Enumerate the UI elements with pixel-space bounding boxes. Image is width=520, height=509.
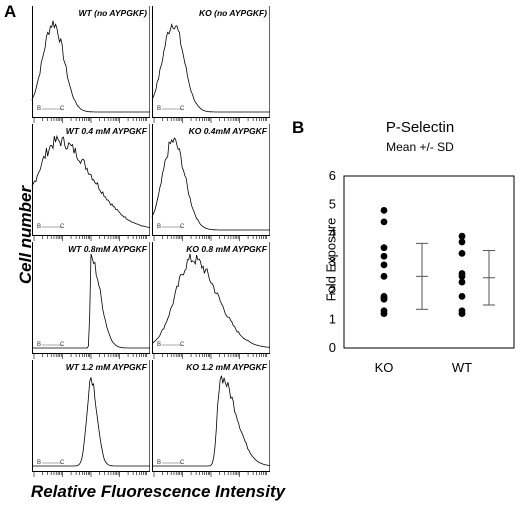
y-tick-label: 5 [329, 197, 336, 212]
y-tick-label: 6 [329, 168, 336, 183]
gate-label-c: C [180, 342, 185, 348]
chart-title: P-Selectin [385, 119, 455, 136]
histogram-svg [31, 6, 150, 123]
data-point [458, 293, 466, 300]
histogram-label: WT 1.2 mM AYPGKF [65, 362, 147, 372]
histogram-label: KO 1.2 mM AYPGKF [186, 362, 267, 372]
histogram-curve [151, 137, 270, 231]
y-tick-label: 2 [329, 283, 336, 298]
x-axis-label-fluorescence: Relative Fluorescence Intensity [30, 482, 286, 501]
y-tick-label: 4 [329, 225, 336, 240]
x-category-label: WT [452, 360, 472, 375]
data-point [380, 252, 388, 260]
histogram-panel: WT 0.8mM AYPGKF B C [32, 242, 150, 359]
histogram-panel: WT 1.2 mM AYPGKF B C [32, 360, 150, 477]
panel-a-letter: A [4, 2, 17, 21]
gate-label-b: B [157, 342, 162, 348]
histogram-curve [151, 23, 270, 113]
histogram-svg [152, 360, 271, 477]
histogram-panel: KO 0.4mM AYPGKF B C [151, 124, 270, 241]
histogram-panel: KO 0.8 mM AYPGKF B C [151, 242, 271, 359]
gate-label-b: B [157, 224, 162, 230]
histogram-svg [151, 6, 270, 123]
data-point [458, 250, 466, 257]
histogram-curve [32, 377, 150, 467]
gate-label-c: C [60, 460, 65, 466]
histogram-curve [152, 375, 271, 467]
histogram-axes [152, 124, 270, 236]
data-point [458, 232, 466, 240]
chart-subtitle: Mean +/- SD [386, 140, 454, 154]
gate-label-c: C [180, 106, 185, 112]
histogram-axes [32, 6, 150, 118]
histogram-label: KO 0.8 mM AYPGKF [186, 244, 267, 254]
gate-label-b: B [37, 224, 42, 230]
scatter-plot: 0 1 2 3 4 5 6 KO WT [329, 168, 515, 375]
gate-label-c: C [180, 460, 185, 466]
histogram-panel: KO 1.2 mM AYPGKF B C [152, 360, 271, 477]
histogram-axes [32, 124, 150, 236]
histogram-svg [31, 124, 151, 241]
data-point [380, 244, 388, 252]
histogram-panel: KO (no AYPGKF) B C [151, 6, 270, 123]
histogram-axes [152, 360, 270, 472]
gate-label-b: B [37, 342, 42, 348]
data-point [380, 207, 388, 214]
histogram-svg [32, 242, 150, 359]
gate-label-c: C [60, 224, 65, 230]
histogram-label: KO 0.4mM AYPGKF [188, 126, 267, 136]
y-tick-label: 0 [329, 340, 336, 355]
histogram-label: WT 0.8mM AYPGKF [68, 244, 147, 254]
panel-b-letter: B [292, 118, 305, 137]
histogram-axes [152, 6, 270, 118]
histogram-label: WT 0.4 mM AYPGKF [65, 126, 147, 136]
histogram-curve [151, 253, 271, 348]
gate-label-b: B [157, 106, 162, 112]
histogram-axes [32, 242, 150, 354]
histogram-curve [32, 253, 150, 349]
gate-label-c: C [180, 224, 185, 230]
histogram-label: WT (no AYPGKF) [78, 8, 147, 18]
histogram-curve [31, 134, 151, 229]
y-tick-label: 3 [329, 254, 336, 269]
histogram-svg [151, 242, 271, 359]
histogram-svg [32, 360, 150, 477]
data-point [380, 295, 388, 303]
data-point [458, 272, 466, 280]
data-point [380, 218, 388, 226]
histogram-curve [31, 20, 150, 113]
data-point [458, 310, 466, 317]
data-point [458, 278, 466, 286]
histogram-svg [151, 124, 270, 241]
histogram-panel: WT 0.4 mM AYPGKF B C [31, 124, 151, 241]
gate-label-b: B [37, 460, 42, 466]
histogram-axes [32, 360, 150, 472]
data-point [380, 261, 388, 269]
data-point [458, 238, 466, 246]
gate-label-c: C [60, 106, 65, 112]
gate-label-b: B [37, 106, 42, 112]
data-point [380, 272, 388, 280]
histogram-label: KO (no AYPGKF) [199, 8, 267, 18]
gate-label-c: C [60, 342, 65, 348]
gate-label-b: B [157, 460, 162, 466]
histogram-axes [152, 242, 270, 354]
plot-frame [343, 175, 515, 349]
histogram-panel: WT (no AYPGKF) B C [31, 6, 150, 123]
data-point [380, 310, 388, 317]
y-tick-label: 1 [329, 311, 336, 326]
x-category-label: KO [375, 360, 394, 375]
